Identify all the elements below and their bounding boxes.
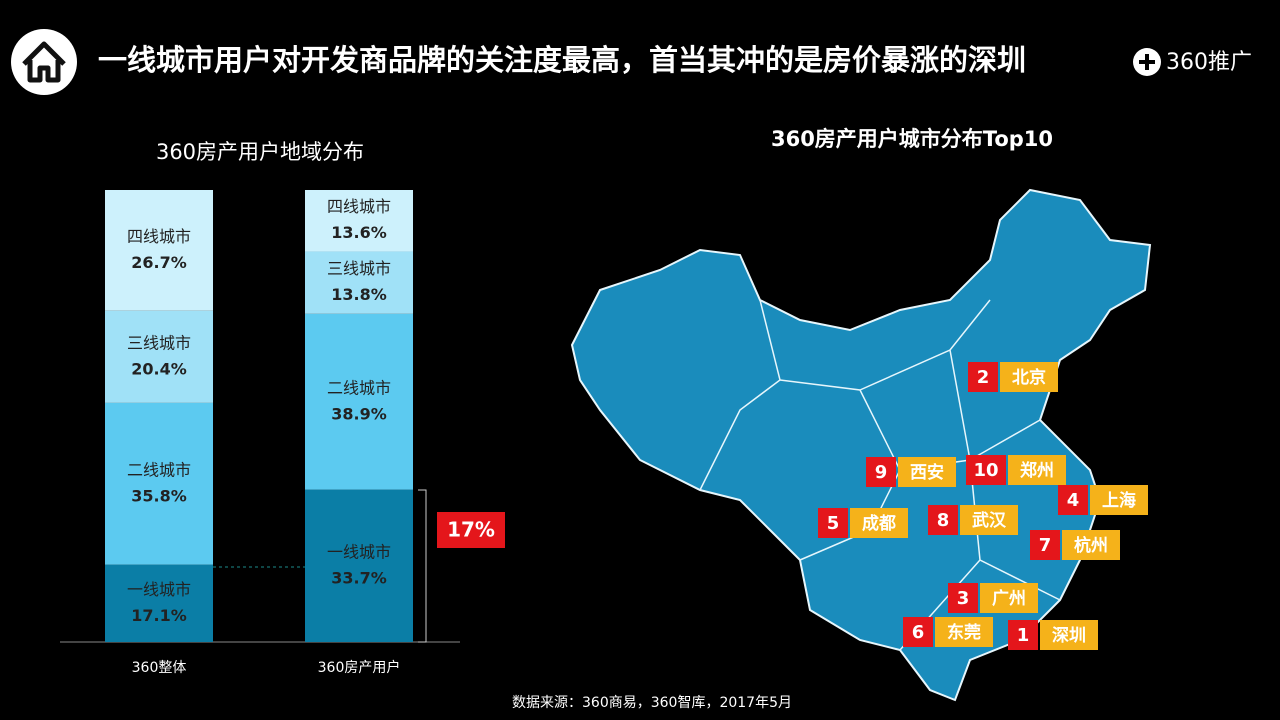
rank-box xyxy=(1058,485,1088,515)
bar-segment xyxy=(105,564,213,642)
value-label: 13.8% xyxy=(331,285,387,304)
city-name: 上海 xyxy=(1102,490,1136,511)
rank: 10 xyxy=(973,460,998,481)
segment-name: 一线城市 xyxy=(327,542,391,561)
callout-box xyxy=(437,512,505,548)
logo-glyph xyxy=(1139,54,1155,70)
map-title: 360房产用户城市分布Top10 xyxy=(771,127,1053,151)
rank-box xyxy=(1030,530,1060,560)
value-label: 17.1% xyxy=(131,606,187,625)
value-label: 20.4% xyxy=(131,359,187,378)
city-box xyxy=(898,457,956,487)
value-label: 35.8% xyxy=(131,486,187,505)
rank-box xyxy=(903,617,933,647)
city-box xyxy=(980,583,1038,613)
segment-name: 三线城市 xyxy=(327,259,391,278)
bar-segment xyxy=(305,489,413,642)
segment-name: 一线城市 xyxy=(127,580,191,599)
rank: 5 xyxy=(827,513,840,534)
chart-title: 360房产用户地域分布 xyxy=(156,140,364,164)
city-name: 北京 xyxy=(1012,367,1046,388)
rank-box xyxy=(966,455,1006,485)
value-label: 26.7% xyxy=(131,253,187,272)
segment-name: 二线城市 xyxy=(327,378,391,397)
city-box xyxy=(1040,620,1098,650)
rank: 4 xyxy=(1067,490,1080,511)
rank-box xyxy=(818,508,848,538)
rank: 6 xyxy=(912,622,925,643)
city-name: 西安 xyxy=(910,462,944,483)
city-name: 武汉 xyxy=(972,510,1007,531)
value-label: 33.7% xyxy=(331,568,387,587)
logo-text: 360推广 xyxy=(1166,50,1252,75)
rank-box xyxy=(1008,620,1038,650)
callout: 17% xyxy=(447,518,495,542)
rank: 8 xyxy=(937,510,950,531)
rank: 3 xyxy=(957,588,970,609)
city-name: 郑州 xyxy=(1020,460,1054,481)
bar-segment xyxy=(105,402,213,565)
rank: 1 xyxy=(1017,625,1030,646)
bar-segment xyxy=(305,190,413,252)
rank-box xyxy=(866,457,896,487)
segment-name: 三线城市 xyxy=(127,333,191,352)
home-glyph xyxy=(22,41,66,83)
rank-box xyxy=(928,505,958,535)
value-label: 13.6% xyxy=(331,223,387,242)
city-name: 杭州 xyxy=(1074,535,1108,556)
city-box xyxy=(850,508,908,538)
rank-box xyxy=(948,583,978,613)
city-name: 广州 xyxy=(992,588,1026,609)
x-tick-label: 360房产用户 xyxy=(318,659,401,676)
slide-title: 一线城市用户对开发商品牌的关注度最高，首当其冲的是房价暴涨的深圳 xyxy=(98,43,1026,77)
rank-box xyxy=(968,362,998,392)
city-box xyxy=(1008,455,1066,485)
city-name: 深圳 xyxy=(1052,625,1086,646)
value-label: 38.9% xyxy=(331,404,387,423)
bar-segment xyxy=(305,313,413,490)
city-box xyxy=(1090,485,1148,515)
city-box xyxy=(1062,530,1120,560)
city-box xyxy=(960,505,1018,535)
rank: 2 xyxy=(977,367,990,388)
city-name: 东莞 xyxy=(947,622,981,643)
segment-name: 四线城市 xyxy=(327,197,391,216)
city-box xyxy=(1000,362,1058,392)
segment-name: 二线城市 xyxy=(127,460,191,479)
bracket xyxy=(418,489,427,643)
home-icon xyxy=(11,29,77,95)
x-tick-label: 360整体 xyxy=(132,660,187,676)
segment-name: 四线城市 xyxy=(127,227,191,246)
bar-segment xyxy=(105,190,213,311)
city-box xyxy=(935,617,993,647)
rank: 7 xyxy=(1039,535,1052,556)
rank: 9 xyxy=(875,462,888,483)
bar-segment xyxy=(305,251,413,314)
bar-segment xyxy=(105,310,213,403)
source: 数据来源：360商易，360智库，2017年5月 xyxy=(512,695,792,711)
city-name: 成都 xyxy=(862,513,896,534)
